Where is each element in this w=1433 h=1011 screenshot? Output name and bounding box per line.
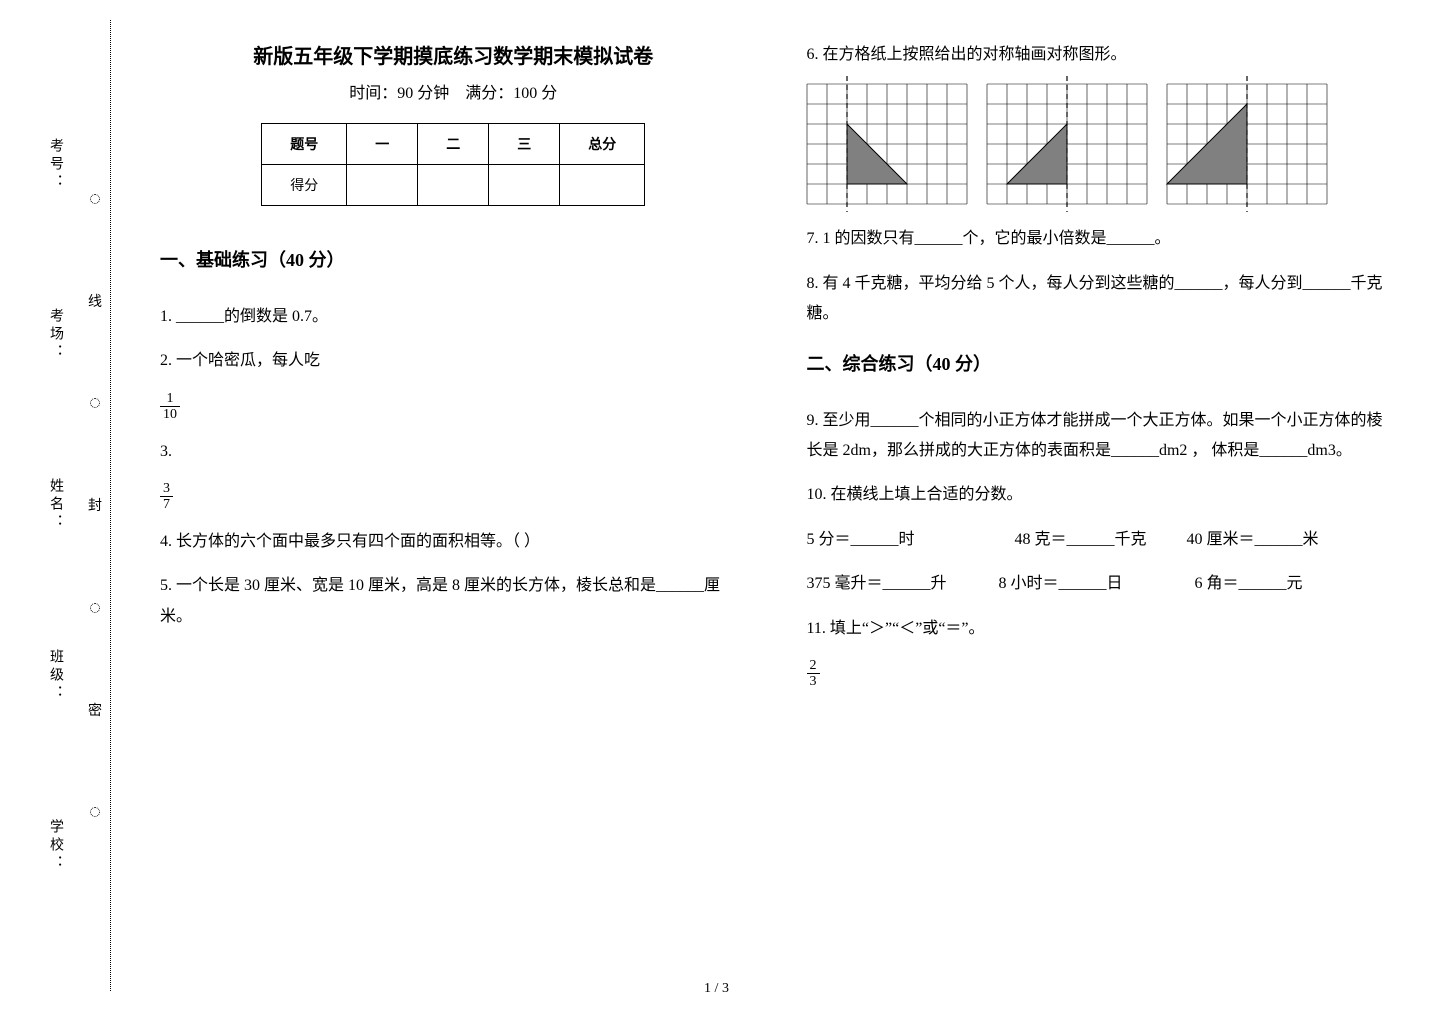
- exam-time: 时间：90 分钟: [349, 85, 449, 102]
- score-h4: 总分: [560, 124, 645, 165]
- section-2-heading: 二、综合练习（40 分）: [807, 350, 1394, 376]
- binding-fields: 考号： 考场： 姓名： 班级： 学校：: [40, 0, 70, 1011]
- frac-den: 10: [160, 407, 180, 422]
- question-11-fraction: 2 3: [807, 658, 1394, 690]
- question-11: 11. 填上“＞”“＜”或“＝”。: [807, 614, 1394, 644]
- question-10-line2: 375 毫升＝______升 8 小时＝______日 6 角＝______元: [807, 569, 1394, 599]
- score-header-row: 题号 一 二 三 总分: [262, 124, 645, 165]
- grid-3: [1167, 84, 1327, 204]
- binding-char-feng: 封: [88, 495, 102, 515]
- grid-2-svg: [987, 84, 1147, 204]
- binding-seal-chars: 线 封 密: [88, 0, 102, 1011]
- binding-field-kaochang: 考场：: [45, 308, 65, 362]
- score-h0: 题号: [262, 124, 347, 165]
- question-3-fraction: 3 7: [160, 481, 747, 513]
- question-2-fraction: 1 10: [160, 391, 747, 423]
- score-h2: 二: [418, 124, 489, 165]
- binding-field-kaohao: 考号：: [45, 138, 65, 192]
- grid-2: [987, 84, 1147, 204]
- score-table: 题号 一 二 三 总分 得分: [261, 123, 645, 206]
- frac-num: 3: [160, 481, 173, 497]
- binding-circle: [90, 807, 100, 817]
- question-1: 1. ______的倒数是 0.7。: [160, 302, 747, 332]
- score-h1: 一: [347, 124, 418, 165]
- question-2: 2. 一个哈密瓜，每人吃: [160, 346, 747, 376]
- score-h3: 三: [489, 124, 560, 165]
- fraction-1-10: 1 10: [160, 391, 180, 423]
- frac-num: 2: [807, 658, 820, 674]
- score-value-row: 得分: [262, 165, 645, 206]
- grid-1-svg: [807, 84, 967, 204]
- page-number: 1 / 3: [704, 981, 729, 997]
- frac-num: 1: [160, 391, 180, 407]
- grid-3-svg: [1167, 84, 1327, 204]
- symmetry-grids: [807, 84, 1394, 204]
- question-10: 10. 在横线上填上合适的分数。: [807, 480, 1394, 510]
- left-column: 新版五年级下学期摸底练习数学期末模拟试卷 时间：90 分钟 满分：100 分 题…: [160, 40, 747, 971]
- score-cell-2: [418, 165, 489, 206]
- right-column: 6. 在方格纸上按照给出的对称轴画对称图形。 7. 1 的因数只有______个…: [807, 40, 1394, 971]
- fraction-2-3: 2 3: [807, 658, 820, 690]
- frac-den: 3: [807, 674, 820, 689]
- question-10-line1: 5 分＝______时 48 克＝______千克 40 厘米＝______米: [807, 525, 1394, 555]
- score-cell-1: [347, 165, 418, 206]
- question-3: 3.: [160, 437, 747, 467]
- binding-dotted-line: [110, 20, 111, 991]
- question-5: 5. 一个长是 30 厘米、宽是 10 厘米，高是 8 厘米的长方体，棱长总和是…: [160, 571, 747, 632]
- binding-circle: [90, 398, 100, 408]
- binding-char-xian: 线: [88, 291, 102, 311]
- question-7: 7. 1 的因数只有______个，它的最小倍数是______。: [807, 224, 1394, 254]
- two-column-layout: 新版五年级下学期摸底练习数学期末模拟试卷 时间：90 分钟 满分：100 分 题…: [160, 40, 1393, 971]
- binding-circle: [90, 194, 100, 204]
- fraction-3-7: 3 7: [160, 481, 173, 513]
- score-row-label: 得分: [262, 165, 347, 206]
- frac-den: 7: [160, 497, 173, 512]
- question-6: 6. 在方格纸上按照给出的对称轴画对称图形。: [807, 40, 1394, 70]
- question-4: 4. 长方体的六个面中最多只有四个面的面积相等。（ ）: [160, 527, 747, 557]
- exam-subtitle: 时间：90 分钟 满分：100 分: [160, 79, 747, 103]
- grid-1: [807, 84, 967, 204]
- binding-field-xuexiao: 学校：: [45, 819, 65, 873]
- exam-title: 新版五年级下学期摸底练习数学期末模拟试卷: [160, 40, 747, 69]
- exam-fullscore: 满分：100 分: [465, 85, 557, 102]
- question-8: 8. 有 4 千克糖，平均分给 5 个人，每人分到这些糖的______，每人分到…: [807, 269, 1394, 330]
- section-1-heading: 一、基础练习（40 分）: [160, 246, 747, 272]
- binding-char-mi: 密: [88, 700, 102, 720]
- binding-circle: [90, 603, 100, 613]
- binding-field-xingming: 姓名：: [45, 478, 65, 532]
- binding-field-banji: 班级：: [45, 649, 65, 703]
- score-cell-total: [560, 165, 645, 206]
- question-9: 9. 至少用______个相同的小正方体才能拼成一个大正方体。如果一个小正方体的…: [807, 406, 1394, 467]
- score-cell-3: [489, 165, 560, 206]
